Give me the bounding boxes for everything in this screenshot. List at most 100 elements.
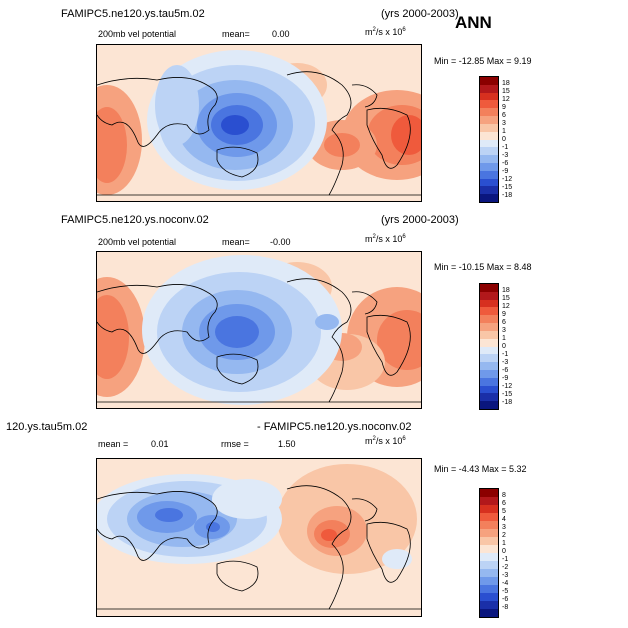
colorbar-swatch xyxy=(480,513,498,521)
colorbar-swatch xyxy=(480,369,498,378)
colorbar-swatch xyxy=(480,537,498,545)
panel1-title: FAMIPC5.ne120.ys.tau5m.02 xyxy=(61,8,205,20)
panel1-years: (yrs 2000-2003) xyxy=(381,8,459,20)
colorbar-tick: -12 xyxy=(502,176,513,183)
colorbar-tick: 3 xyxy=(502,120,506,127)
colorbar-tick: -5 xyxy=(502,588,509,595)
colorbar-swatch xyxy=(480,545,498,553)
colorbar-swatch xyxy=(480,346,498,355)
colorbar-swatch xyxy=(480,139,498,148)
colorbar-swatch xyxy=(480,131,498,140)
colorbar-tick: -6 xyxy=(502,160,509,167)
colorbar-tick: -3 xyxy=(502,152,509,159)
panel2-colorbar xyxy=(479,283,499,410)
colorbar-tick: 18 xyxy=(502,80,510,87)
colorbar-tick: 18 xyxy=(502,287,510,294)
colorbar-swatch xyxy=(480,84,498,93)
colorbar-tick: -8 xyxy=(502,604,509,611)
colorbar-tick: -1 xyxy=(502,556,509,563)
colorbar-tick: -18 xyxy=(502,192,513,199)
colorbar-swatch xyxy=(480,609,498,617)
colorbar-tick: 12 xyxy=(502,303,510,310)
colorbar-swatch xyxy=(480,585,498,593)
colorbar-swatch xyxy=(480,377,498,386)
colorbar-tick: 4 xyxy=(502,516,506,523)
colorbar-tick: 1 xyxy=(502,540,506,547)
colorbar-swatch xyxy=(480,553,498,561)
colorbar-swatch xyxy=(480,291,498,300)
colorbar-tick: -18 xyxy=(502,399,513,406)
colorbar-tick: -9 xyxy=(502,375,509,382)
season-label: ANN xyxy=(455,13,492,32)
panel3-mean-label: mean = xyxy=(98,439,129,449)
colorbar-swatch xyxy=(480,147,498,156)
panel2-minmax: Min = -10.15 Max = 8.48 xyxy=(434,262,532,272)
panel3-title: 120.ys.tau5m.02 xyxy=(6,421,88,433)
colorbar-swatch xyxy=(480,323,498,331)
colorbar-tick: -9 xyxy=(502,168,509,175)
colorbar-tick: 5 xyxy=(502,508,506,515)
colorbar-swatch xyxy=(480,116,498,124)
colorbar-swatch xyxy=(480,577,498,585)
colorbar-swatch xyxy=(480,601,498,609)
panel3-mean-value: 0.01 xyxy=(151,439,169,449)
colorbar-swatch xyxy=(480,393,498,402)
colorbar-tick: 1 xyxy=(502,335,506,342)
colorbar-swatch xyxy=(480,194,498,202)
colorbar-swatch xyxy=(480,593,498,601)
panel3-units: m2/s x 106 xyxy=(365,436,406,446)
colorbar-swatch xyxy=(480,100,498,109)
colorbar-swatch xyxy=(480,178,498,187)
colorbar-tick: 2 xyxy=(502,532,506,539)
colorbar-tick: -12 xyxy=(502,383,513,390)
colorbar-tick: 12 xyxy=(502,96,510,103)
panel2-field-label: 200mb vel potential xyxy=(98,237,177,247)
colorbar-swatch xyxy=(480,561,498,569)
colorbar-swatch xyxy=(480,77,498,85)
panel2-mean-label: mean= xyxy=(222,237,250,247)
colorbar-tick: 15 xyxy=(502,295,510,302)
colorbar-tick: 3 xyxy=(502,327,506,334)
panel2-years: (yrs 2000-2003) xyxy=(381,214,459,226)
colorbar-swatch xyxy=(480,362,498,370)
colorbar-tick: 0 xyxy=(502,343,506,350)
colorbar-tick: -1 xyxy=(502,144,509,151)
colorbar-tick: 9 xyxy=(502,311,506,318)
colorbar-tick: -15 xyxy=(502,391,513,398)
panel1-field-label: 200mb vel potential xyxy=(98,29,177,39)
colorbar-swatch xyxy=(480,108,498,117)
colorbar-tick: 6 xyxy=(502,112,506,119)
colorbar-swatch xyxy=(480,569,498,577)
colorbar-tick: -4 xyxy=(502,580,509,587)
colorbar-swatch xyxy=(480,330,498,339)
panel3-subtitle: - FAMIPC5.ne120.ys.noconv.02 xyxy=(257,421,412,433)
colorbar-swatch xyxy=(480,92,498,101)
panel1-colorbar xyxy=(479,76,499,203)
colorbar-swatch xyxy=(480,170,498,179)
panel3-colorbar xyxy=(479,488,499,618)
colorbar-tick: -15 xyxy=(502,184,513,191)
colorbar-tick: -3 xyxy=(502,572,509,579)
colorbar-swatch xyxy=(480,401,498,409)
panel1-minmax: Min = -12.85 Max = 9.19 xyxy=(434,56,532,66)
colorbar-tick: 15 xyxy=(502,88,510,95)
colorbar-tick: -6 xyxy=(502,596,509,603)
panel1-units: m2/s x 106 xyxy=(365,27,406,37)
colorbar-swatch xyxy=(480,284,498,292)
colorbar-tick: 6 xyxy=(502,500,506,507)
colorbar-swatch xyxy=(480,162,498,171)
panel1-mean-value: 0.00 xyxy=(272,29,290,39)
panel1-map xyxy=(96,44,422,202)
colorbar-swatch xyxy=(480,299,498,308)
colorbar-tick: -3 xyxy=(502,359,509,366)
colorbar-tick: 6 xyxy=(502,319,506,326)
colorbar-tick: -1 xyxy=(502,351,509,358)
colorbar-swatch xyxy=(480,338,498,347)
colorbar-tick: 8 xyxy=(502,492,506,499)
colorbar-tick: 9 xyxy=(502,104,506,111)
panel2-title: FAMIPC5.ne120.ys.noconv.02 xyxy=(61,214,209,226)
panel3-rmse-label: rmse = xyxy=(221,439,249,449)
colorbar-swatch xyxy=(480,315,498,324)
colorbar-swatch xyxy=(480,186,498,195)
colorbar-swatch xyxy=(480,529,498,537)
